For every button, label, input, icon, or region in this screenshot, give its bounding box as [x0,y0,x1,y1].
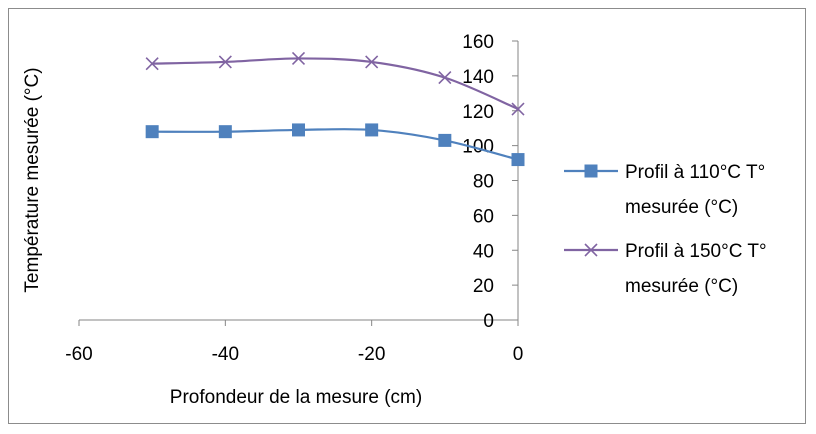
x-tick-label: -20 [358,344,385,365]
y-axis-title: Température mesurée (°C) [22,67,43,292]
data-point [145,125,159,139]
data-point [365,55,379,69]
legend-item: Profil à 150°C T° mesurée (°C) [564,241,767,297]
data-point [511,153,525,167]
legend-item: Profil à 110°C T° mesurée (°C) [564,162,765,218]
x-tick-label: 0 [513,344,524,365]
legend-label: Profil à 110°C T° [625,162,765,183]
data-point [218,55,232,69]
data-point [365,123,379,137]
legend-marker [584,164,598,178]
axes [79,41,519,321]
data-point [292,123,305,137]
y-tick-label: 20 [473,276,494,297]
y-tick-label: 60 [473,206,494,227]
legend-label: mesurée (°C) [625,276,738,297]
data-point [511,102,525,116]
series-line-0 [152,127,519,161]
legend-label: Profil à 150°C T° [625,241,767,262]
y-tick-label: 120 [462,102,494,123]
x-tick-label: -60 [65,344,92,365]
y-ticks: 0 20 40 60 80 100 120 140 160 [462,32,518,332]
legend-label: mesurée (°C) [625,197,738,218]
data-point [291,51,306,66]
y-tick-label: 40 [473,241,494,262]
x-ticks: -60 -40 -20 0 [65,320,523,365]
y-tick-label: 140 [462,67,494,88]
y-tick-label: 100 [462,137,494,158]
legend: Profil à 110°C T°mesurée (°C)Profil à 15… [564,162,767,297]
y-tick-label: 80 [473,172,494,193]
x-axis-title: Profondeur de la mesure (cm) [170,387,422,408]
x-tick-label: -40 [212,344,239,365]
data-point [145,57,159,71]
data-point [438,71,452,85]
series-layer [145,51,525,167]
chart-frame [8,8,806,424]
y-tick-label: 0 [483,311,494,332]
data-point [438,133,452,147]
y-tick-label: 160 [462,32,494,53]
series-line-1 [152,57,519,111]
legend-marker [584,243,598,257]
data-point [218,125,232,139]
